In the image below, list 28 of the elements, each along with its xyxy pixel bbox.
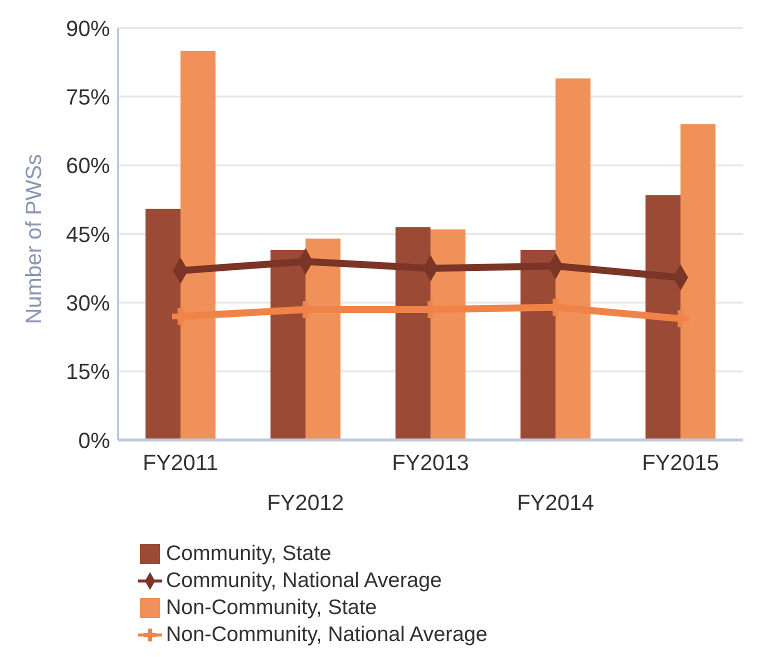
y-tick-label: 30%	[66, 290, 110, 316]
point	[672, 310, 689, 328]
x-tick-label: FY2012	[266, 490, 344, 515]
x-tick-label: FY2013	[392, 450, 470, 475]
bar	[520, 250, 556, 440]
y-tick-label: 75%	[66, 84, 110, 110]
bar	[556, 78, 590, 440]
legend-label: Non-Community, State	[166, 596, 377, 620]
legend-label: Non-Community, National Average	[166, 622, 488, 646]
bar	[646, 195, 680, 440]
y-tick-label: 15%	[66, 359, 110, 384]
y-axis-title: Number of PWSs	[20, 154, 46, 324]
x-tick-label: FY2015	[642, 450, 720, 475]
bar	[180, 50, 216, 440]
bar	[396, 227, 430, 440]
bar	[146, 208, 180, 440]
legend-label: Community, State	[166, 542, 332, 566]
x-tick-label: FY2011	[142, 450, 218, 475]
bar	[270, 250, 306, 440]
y-tick-label: 45%	[66, 222, 110, 247]
legend-label: Community, National Average	[166, 568, 442, 592]
bar	[680, 124, 716, 440]
y-tick-label: 90%	[66, 16, 110, 41]
bar	[430, 229, 466, 440]
bar	[306, 238, 340, 440]
y-tick-label: 60%	[66, 153, 110, 178]
x-tick-label: FY2014	[516, 490, 594, 515]
y-tick-label: 0%	[78, 428, 110, 453]
